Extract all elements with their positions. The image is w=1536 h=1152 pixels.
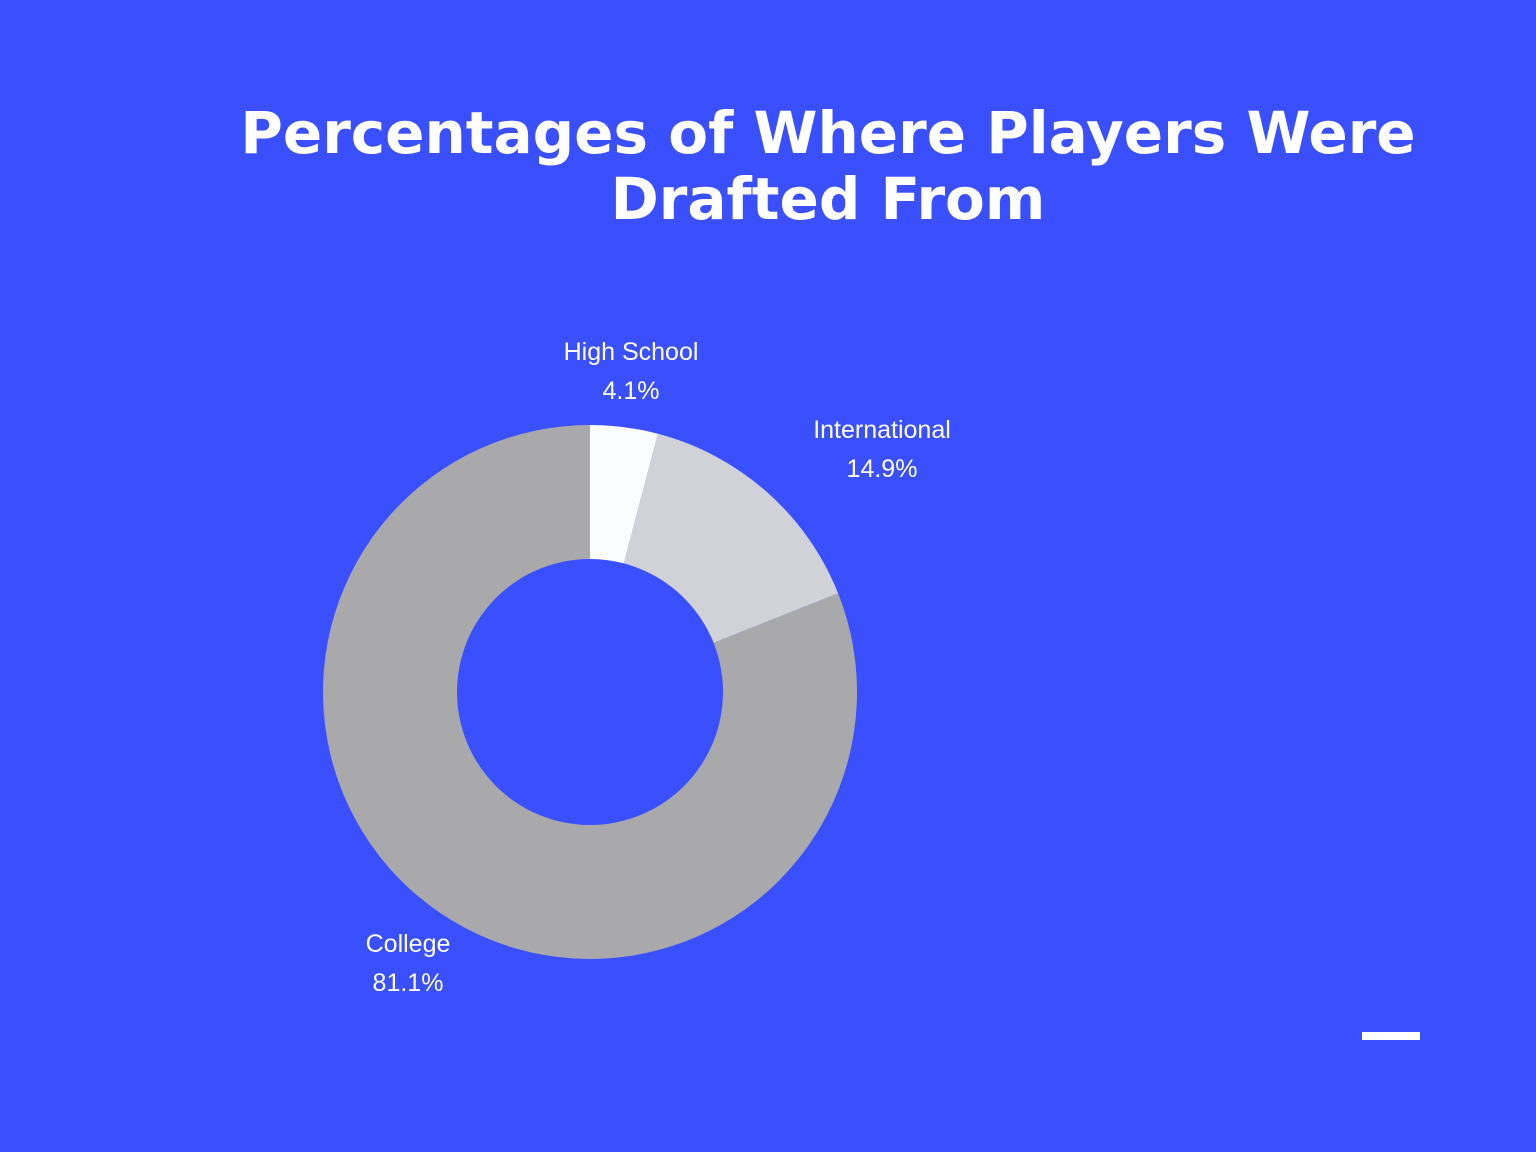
chart-title: Percentages of Where Players Were Drafte… — [0, 100, 1536, 232]
slice-value-high-school: 4.1% — [603, 377, 660, 405]
chart-title-line-1: Percentages of Where Players Were — [240, 99, 1416, 167]
donut-slices — [323, 425, 858, 959]
slice-label-international: International — [813, 416, 951, 444]
slice-value-college: 81.1% — [373, 969, 444, 997]
slice-college — [323, 425, 858, 959]
donut-labels: High School 4.1% International 14.9% College… — [366, 338, 951, 997]
decorative-accent-bar — [1362, 1032, 1420, 1040]
slice-high-school — [590, 425, 658, 564]
slice-label-high-school: High School — [564, 338, 699, 366]
slice-international — [623, 433, 839, 643]
slice-label-college: College — [366, 930, 451, 958]
chart-title-line-2: Drafted From — [610, 165, 1046, 233]
slice-value-international: 14.9% — [847, 455, 918, 483]
